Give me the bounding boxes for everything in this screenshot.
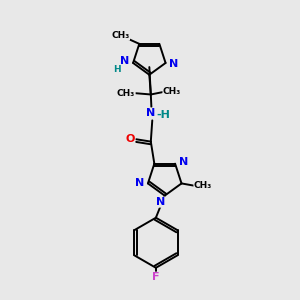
Text: CH₃: CH₃ (111, 31, 130, 40)
Text: N: N (120, 56, 130, 67)
Text: N: N (156, 197, 166, 207)
Text: CH₃: CH₃ (194, 181, 212, 190)
Text: -H: -H (157, 110, 170, 119)
Text: N: N (146, 108, 155, 118)
Text: N: N (135, 178, 144, 188)
Text: N: N (169, 59, 178, 69)
Text: N: N (179, 157, 188, 167)
Text: CH₃: CH₃ (163, 87, 181, 96)
Text: CH₃: CH₃ (117, 88, 135, 98)
Text: H: H (113, 65, 121, 74)
Text: F: F (152, 272, 160, 282)
Text: O: O (125, 134, 135, 144)
